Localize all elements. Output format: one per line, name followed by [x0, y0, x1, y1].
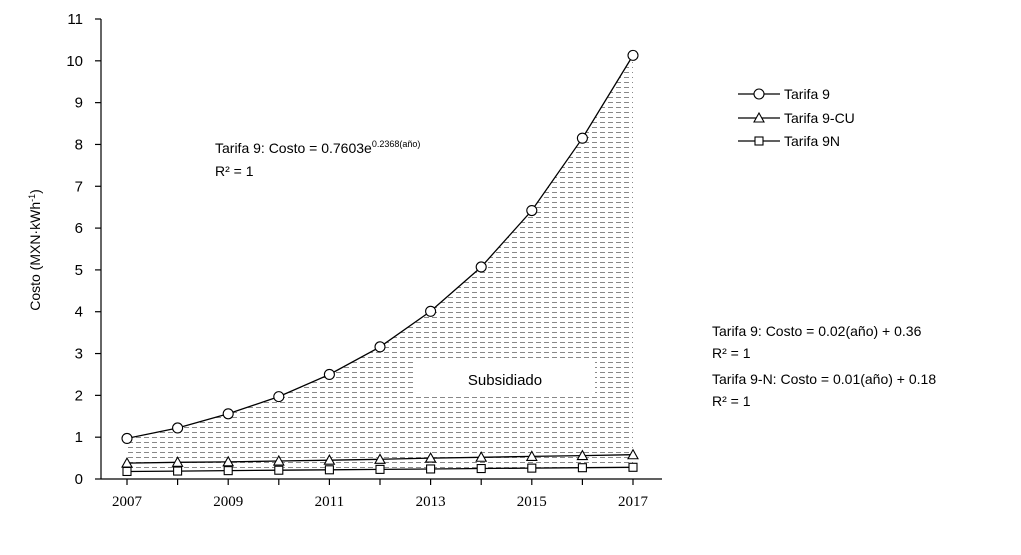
y-axis-label-sup: -1: [27, 194, 37, 202]
y-tick-label: 10: [66, 53, 83, 70]
data-point-tarifa-9-cu: [424, 451, 437, 463]
y-tick-label: 8: [75, 136, 83, 153]
data-point-tarifa-9n: [426, 464, 436, 474]
data-point-tarifa-9-cu: [627, 448, 639, 460]
data-point-tarifa-9: [323, 368, 335, 381]
y-tick-label: 2: [75, 387, 83, 404]
data-point-tarifa-9n: [122, 466, 132, 477]
y-tick-label: 6: [75, 220, 83, 237]
y-tick-label: 5: [75, 262, 83, 279]
x-tick-label: 2015: [517, 494, 547, 510]
legend-marker-tarifa-9: [753, 88, 765, 100]
data-point-tarifa-9: [526, 204, 538, 217]
legend-label-tarifa-9: Tarifa 9: [784, 86, 830, 102]
y-tick-label: 4: [75, 304, 83, 321]
series-markers: [121, 49, 639, 477]
data-point-tarifa-9n: [223, 466, 233, 476]
y-tick-label: 11: [67, 11, 83, 28]
subsidy-label-box: [415, 362, 595, 396]
data-point-tarifa-9-cu: [171, 456, 184, 467]
x-tick-label: 2011: [315, 494, 344, 510]
y-tick-label: 9: [75, 95, 83, 112]
data-point-tarifa-9n: [375, 464, 385, 474]
data-point-tarifa-9n: [577, 463, 587, 473]
data-point-tarifa-9n: [628, 462, 638, 472]
data-point-tarifa-9: [475, 261, 487, 273]
data-point-tarifa-9: [222, 408, 234, 420]
data-point-tarifa-9: [172, 422, 184, 434]
legend-marker-tarifa-9n: [754, 136, 764, 146]
x-ticks: 2007 2009 2011 2013 2015 2017: [112, 479, 649, 510]
y-tick-label: 3: [75, 346, 83, 363]
data-point-tarifa-9-cu: [272, 454, 285, 466]
data-point-tarifa-9-cu: [374, 453, 386, 464]
data-point-tarifa-9-cu: [475, 451, 488, 462]
lin2-r2: R² = 1: [712, 393, 751, 409]
subsidy-area: [127, 55, 633, 472]
data-point-tarifa-9: [576, 132, 588, 144]
lin1-r2: R² = 1: [712, 345, 751, 361]
lin2-equation: Tarifa 9-N: Costo = 0.01(año) + 0.18: [712, 371, 936, 387]
exp-equation: Tarifa 9: Costo = 0.7603e0.2368(año): [215, 139, 420, 156]
data-point-tarifa-9-cu: [323, 454, 336, 465]
data-point-tarifa-9-cu: [525, 450, 538, 461]
x-tick-label: 2017: [618, 494, 649, 510]
y-ticks: 0 1 2 3 4 5 6 7 8 9 10 11: [66, 11, 101, 488]
data-point-tarifa-9n: [324, 465, 334, 475]
y-axis-label: Costo (MXN·kWh-1): [27, 189, 43, 311]
subsidy-label: Subsidiado: [468, 372, 542, 389]
data-point-tarifa-9: [121, 432, 133, 444]
data-point-tarifa-9-cu: [222, 455, 235, 467]
lin1-equation: Tarifa 9: Costo = 0.02(año) + 0.36: [712, 323, 922, 339]
y-axis-label-close: ): [27, 189, 43, 194]
data-point-tarifa-9: [425, 305, 437, 317]
data-point-tarifa-9n: [527, 463, 537, 473]
y-tick-label: 1: [75, 429, 83, 446]
x-tick-label: 2007: [112, 494, 143, 510]
data-point-tarifa-9: [627, 49, 639, 61]
y-tick-label: 7: [75, 178, 83, 195]
x-tick-label: 2013: [416, 494, 446, 510]
y-tick-label: 0: [75, 471, 83, 488]
legend-label-tarifa-9-cu: Tarifa 9-CU: [784, 110, 855, 126]
data-point-tarifa-9n: [476, 463, 486, 474]
data-point-tarifa-9: [273, 391, 285, 403]
exp-r2: R² = 1: [215, 163, 254, 179]
data-point-tarifa-9n: [173, 466, 183, 476]
data-point-tarifa-9-cu: [576, 449, 589, 461]
legend-marker-tarifa-9-cu: [753, 111, 765, 123]
legend: Tarifa 9 Tarifa 9-CU Tarifa 9N: [738, 86, 855, 149]
x-tick-label: 2009: [213, 494, 243, 510]
legend-label-tarifa-9n: Tarifa 9N: [784, 133, 840, 149]
exp-equation-exponent: 0.2368(año): [372, 139, 421, 149]
data-point-tarifa-9: [374, 341, 386, 353]
data-point-tarifa-9n: [274, 465, 284, 475]
